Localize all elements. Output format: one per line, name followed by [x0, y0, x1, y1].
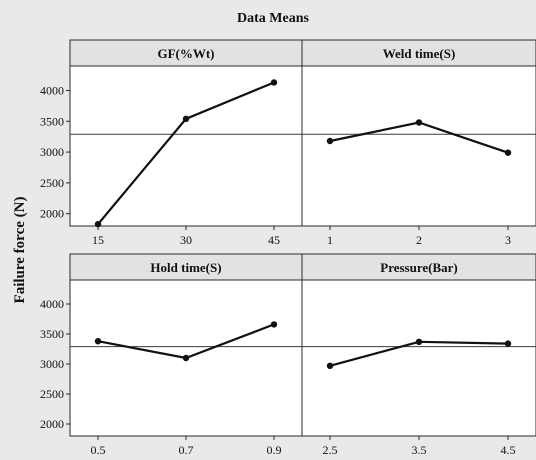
panel-4: Pressure(Bar) 2.5 3.5 4.5 — [301, 253, 536, 457]
data-point — [182, 115, 190, 123]
y-tick-label: 2500 — [40, 176, 64, 190]
panel-title: Weld time(S) — [383, 46, 456, 61]
x-tick-label: 1 — [327, 233, 333, 247]
y-tick-label: 3000 — [40, 145, 64, 159]
x-tick-label: 4.5 — [501, 443, 516, 457]
y-tick-label: 2500 — [40, 387, 64, 401]
x-tick-label: 2 — [416, 233, 422, 247]
data-point — [270, 321, 278, 328]
data-point — [270, 79, 278, 86]
y-tick-label: 2000 — [40, 417, 64, 431]
panel-header — [69, 39, 303, 67]
x-tick-label: 3 — [505, 233, 511, 247]
y-tick-label: 3000 — [40, 357, 64, 371]
panel-1: GF(%Wt) 2000 2500 3000 3500 4000 15 30 45 — [40, 39, 303, 247]
data-point — [326, 137, 334, 145]
y-tick-label: 3500 — [40, 327, 64, 341]
data-point — [504, 149, 512, 156]
y-tick-label: 4000 — [40, 83, 64, 97]
panel-header — [69, 253, 303, 281]
x-tick-label: 3.5 — [412, 443, 427, 457]
x-tick-label: 0.7 — [179, 443, 194, 457]
panel-frame — [301, 65, 536, 227]
x-tick-label: 0.9 — [267, 443, 282, 457]
y-tick-label: 2000 — [40, 207, 64, 221]
panels-group: GF(%Wt) 2000 2500 3000 3500 4000 15 30 45 Weld ti… — [40, 39, 536, 457]
data-point — [94, 220, 102, 228]
panel-2: Weld time(S) 1 2 3 — [301, 39, 536, 247]
data-point — [415, 119, 423, 126]
data-point — [415, 338, 423, 345]
y-tick-label: 3500 — [40, 114, 64, 128]
data-point — [94, 338, 102, 345]
x-tick-label: 0.5 — [91, 443, 106, 457]
data-point — [504, 340, 512, 347]
y-axis-label: Failure force (N) — [12, 197, 28, 304]
figure-title: Data Means — [237, 11, 309, 26]
y-tick-label: 4000 — [40, 297, 64, 311]
panel-3: Hold time(S) 2000 2500 3000 3500 4000 0.5 0.7 0.… — [40, 253, 303, 457]
x-tick-label: 30 — [180, 233, 192, 247]
data-point — [326, 362, 334, 369]
x-tick-label: 15 — [92, 233, 104, 247]
panel-title: Pressure(Bar) — [380, 260, 458, 275]
panel-title: Hold time(S) — [150, 260, 221, 275]
panel-frame — [69, 65, 303, 227]
x-tick-label: 2.5 — [323, 443, 338, 457]
panel-frame — [301, 279, 536, 437]
panel-title: GF(%Wt) — [157, 46, 214, 61]
x-tick-label: 45 — [268, 233, 280, 247]
data-point — [182, 354, 190, 362]
